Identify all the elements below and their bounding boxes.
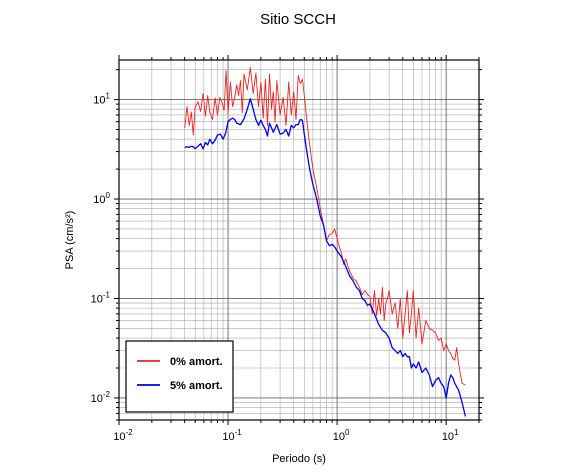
- x-tick-label: 101: [442, 428, 459, 443]
- axis-ticks: 10-2 10-1 100 101 10-2 10-1 100 101: [91, 55, 484, 443]
- legend-label-1: 5% amort.: [170, 380, 223, 392]
- y-axis-title: PSA (cm/s²): [64, 211, 76, 270]
- chart-title: Sitio SCCH: [260, 11, 336, 28]
- x-tick-label: 100: [333, 428, 350, 443]
- legend: 0% amort. 5% amort.: [125, 340, 234, 413]
- series-line-1: [184, 98, 467, 417]
- series-line-0: [184, 67, 466, 386]
- y-tick-label: 100: [93, 191, 110, 206]
- x-axis-title: Periodo (s): [272, 453, 326, 465]
- plot-frame: [118, 59, 480, 421]
- x-tick-label: 10-1: [222, 428, 242, 443]
- series-layer: [184, 67, 467, 417]
- legend-label-0: 0% amort.: [170, 356, 223, 368]
- y-tick-label: 10-1: [91, 290, 111, 305]
- y-tick-label: 101: [93, 92, 110, 107]
- y-tick-label: 10-2: [91, 390, 111, 405]
- x-tick-label: 10-2: [113, 428, 133, 443]
- legend-box: [125, 340, 234, 413]
